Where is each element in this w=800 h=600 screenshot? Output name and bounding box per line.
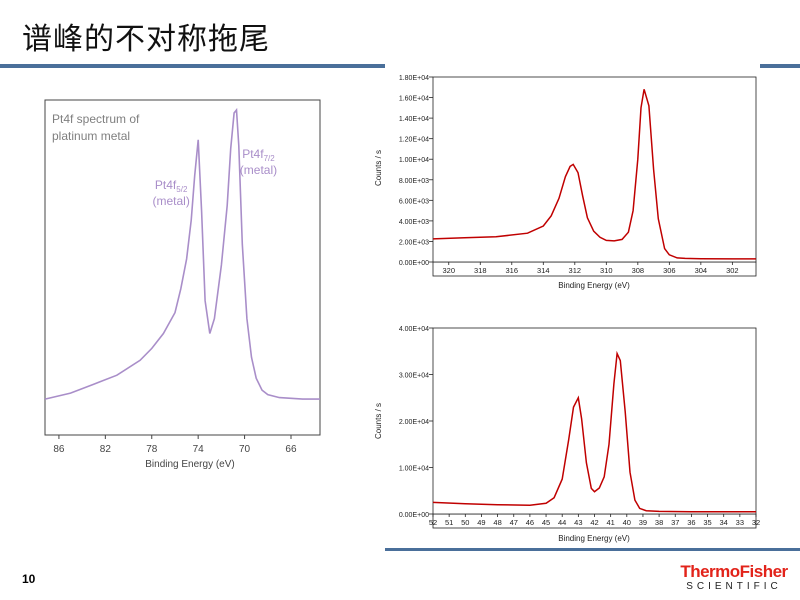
y-tick-label: 1.80E+04	[399, 75, 429, 82]
spectrum-line	[432, 350, 756, 513]
x-tick-label: 38	[655, 518, 663, 527]
x-tick-label: 74	[193, 444, 205, 455]
y-axis-ticks: 0.00E+00 1.00E+04 2.00E+04 3.00E+04 4.00E+04	[399, 326, 433, 519]
x-tick-label: 48	[493, 518, 501, 527]
y-tick-label: 6.00E+03	[399, 198, 429, 205]
peak-note: (metal)	[152, 194, 189, 208]
x-tick-label: 32	[752, 518, 760, 527]
x-axis-label: Binding Energy (eV)	[558, 534, 630, 543]
x-axis-ticks: 320 318 316 314 312 310 308 306 304 302	[432, 261, 757, 277]
logo-subtitle: SCIENTIFIC	[686, 581, 782, 592]
page-number: 10	[22, 572, 36, 586]
x-tick-label: 36	[687, 518, 695, 527]
x-axis-label: Binding Energy (eV)	[145, 459, 235, 470]
x-tick-label: 52	[429, 518, 437, 527]
x-tick-label: 35	[703, 518, 711, 527]
x-tick-label: 306	[663, 266, 676, 275]
x-tick-label: 86	[53, 444, 65, 455]
logo-wordmark: ThermoFisher	[680, 562, 788, 581]
x-tick-label: 49	[477, 518, 485, 527]
plot-area	[44, 99, 321, 436]
x-tick-label: 78	[146, 444, 158, 455]
x-tick-label: 39	[639, 518, 647, 527]
peak-labels: Pt4f5/2(metal)Pt4f7/2(metal)	[152, 147, 277, 208]
y-axis-label: Counts / s	[374, 403, 383, 439]
x-axis-ticks: 86 82 78 74 70 66	[53, 435, 297, 455]
x-tick-label: 312	[569, 266, 582, 275]
x-tick-label: 316	[506, 266, 519, 275]
x-axis-ticks: 52 51 50 49 48 47 46 45 44 43 42 41 40 39 38 37 36 35 34 33…	[429, 513, 760, 529]
plot-area	[432, 76, 757, 263]
spectrum-line	[432, 89, 756, 260]
y-axis-label: Counts / s	[374, 150, 383, 186]
y-tick-label: 2.00E+04	[399, 419, 429, 426]
re4f-chart: 0.00E+00 1.00E+04 2.00E+04 3.00E+04 4.00E+04…	[374, 326, 760, 543]
y-tick-label: 1.40E+04	[399, 116, 429, 123]
x-tick-label: 66	[285, 444, 297, 455]
y-tick-label: 1.20E+04	[399, 137, 429, 144]
y-tick-label: 8.00E+03	[399, 178, 429, 185]
y-axis-ticks: 0.00E+00 2.00E+03 4.00E+03 6.00E+03 8.00E+03…	[399, 75, 433, 267]
x-tick-label: 44	[558, 518, 566, 527]
y-tick-label: 3.00E+04	[399, 373, 429, 380]
company-logo: ThermoFisher SCIENTIFIC	[676, 563, 792, 593]
x-tick-label: 37	[671, 518, 679, 527]
x-tick-label: 304	[695, 266, 708, 275]
x-tick-label: 41	[606, 518, 614, 527]
x-tick-label: 47	[510, 518, 518, 527]
x-tick-label: 318	[474, 266, 487, 275]
rh3d-chart: 0.00E+00 2.00E+03 4.00E+03 6.00E+03 8.00E+03…	[374, 75, 757, 290]
x-tick-label: 43	[574, 518, 582, 527]
x-tick-label: 310	[600, 266, 613, 275]
chart-title-line1: Pt4f spectrum of	[52, 112, 140, 126]
chart-title-line2: platinum metal	[52, 129, 130, 143]
x-tick-label: 46	[526, 518, 534, 527]
y-tick-label: 2.00E+03	[399, 239, 429, 246]
bottom-rule	[385, 548, 800, 551]
x-tick-label: 82	[100, 444, 112, 455]
pt4f-chart: Pt4f spectrum of platinum metal 86 82 78 74…	[44, 99, 321, 470]
y-tick-label: 1.00E+04	[399, 466, 429, 473]
x-tick-label: 302	[726, 266, 739, 275]
y-tick-label: 0.00E+00	[399, 260, 429, 267]
y-tick-label: 4.00E+04	[399, 326, 429, 333]
y-tick-label: 0.00E+00	[399, 512, 429, 519]
y-tick-label: 1.60E+04	[399, 96, 429, 103]
x-tick-label: 51	[445, 518, 453, 527]
peak-note: (metal)	[240, 163, 277, 177]
x-axis-label: Binding Energy (eV)	[558, 281, 630, 290]
spectrum-line	[44, 107, 320, 400]
x-tick-label: 42	[590, 518, 598, 527]
y-tick-label: 4.00E+03	[399, 219, 429, 226]
x-tick-label: 34	[720, 518, 728, 527]
x-tick-label: 50	[461, 518, 469, 527]
x-tick-label: 40	[623, 518, 631, 527]
x-tick-label: 45	[542, 518, 550, 527]
slide-title: 谱峰的不对称拖尾	[22, 22, 270, 57]
top-rule-right	[760, 64, 800, 68]
x-tick-label: 314	[537, 266, 550, 275]
x-tick-label: 308	[632, 266, 645, 275]
top-rule-left	[0, 64, 385, 68]
x-tick-label: 70	[239, 444, 251, 455]
y-tick-label: 1.00E+04	[399, 157, 429, 164]
x-tick-label: 320	[442, 266, 455, 275]
plot-area	[432, 327, 757, 515]
x-tick-label: 33	[736, 518, 744, 527]
